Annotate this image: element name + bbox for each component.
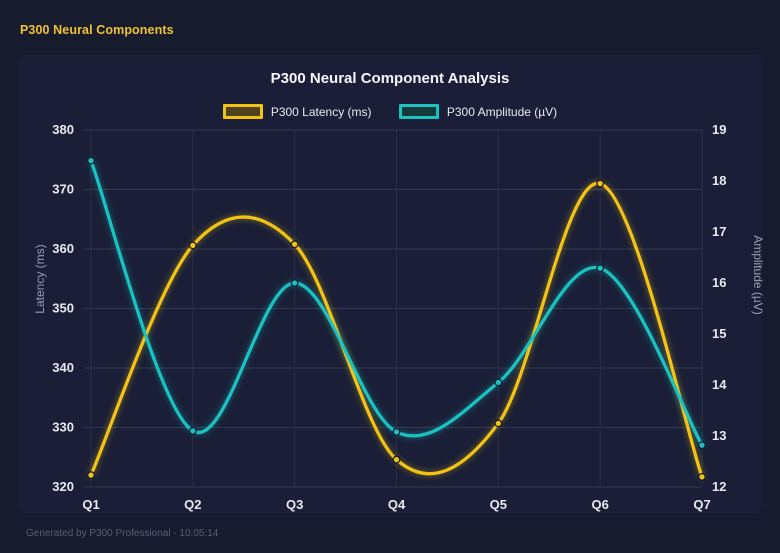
svg-text:18: 18 bbox=[712, 173, 726, 188]
svg-text:Q7: Q7 bbox=[693, 497, 710, 512]
svg-text:19: 19 bbox=[712, 122, 726, 137]
svg-text:320: 320 bbox=[52, 479, 74, 494]
svg-text:370: 370 bbox=[52, 182, 74, 197]
svg-text:Q1: Q1 bbox=[82, 497, 99, 512]
svg-text:14: 14 bbox=[712, 377, 727, 392]
svg-text:13: 13 bbox=[712, 428, 726, 443]
svg-text:Q3: Q3 bbox=[286, 497, 303, 512]
svg-text:360: 360 bbox=[52, 241, 74, 256]
svg-text:Q2: Q2 bbox=[184, 497, 201, 512]
svg-text:340: 340 bbox=[52, 360, 74, 375]
svg-text:15: 15 bbox=[712, 326, 726, 341]
svg-text:16: 16 bbox=[712, 275, 726, 290]
svg-text:350: 350 bbox=[52, 301, 74, 316]
svg-text:Q4: Q4 bbox=[388, 497, 406, 512]
svg-text:Q6: Q6 bbox=[592, 497, 609, 512]
svg-text:330: 330 bbox=[52, 420, 74, 435]
svg-text:Q5: Q5 bbox=[490, 497, 507, 512]
svg-text:380: 380 bbox=[52, 122, 74, 137]
svg-text:17: 17 bbox=[712, 224, 726, 239]
svg-text:12: 12 bbox=[712, 479, 726, 494]
